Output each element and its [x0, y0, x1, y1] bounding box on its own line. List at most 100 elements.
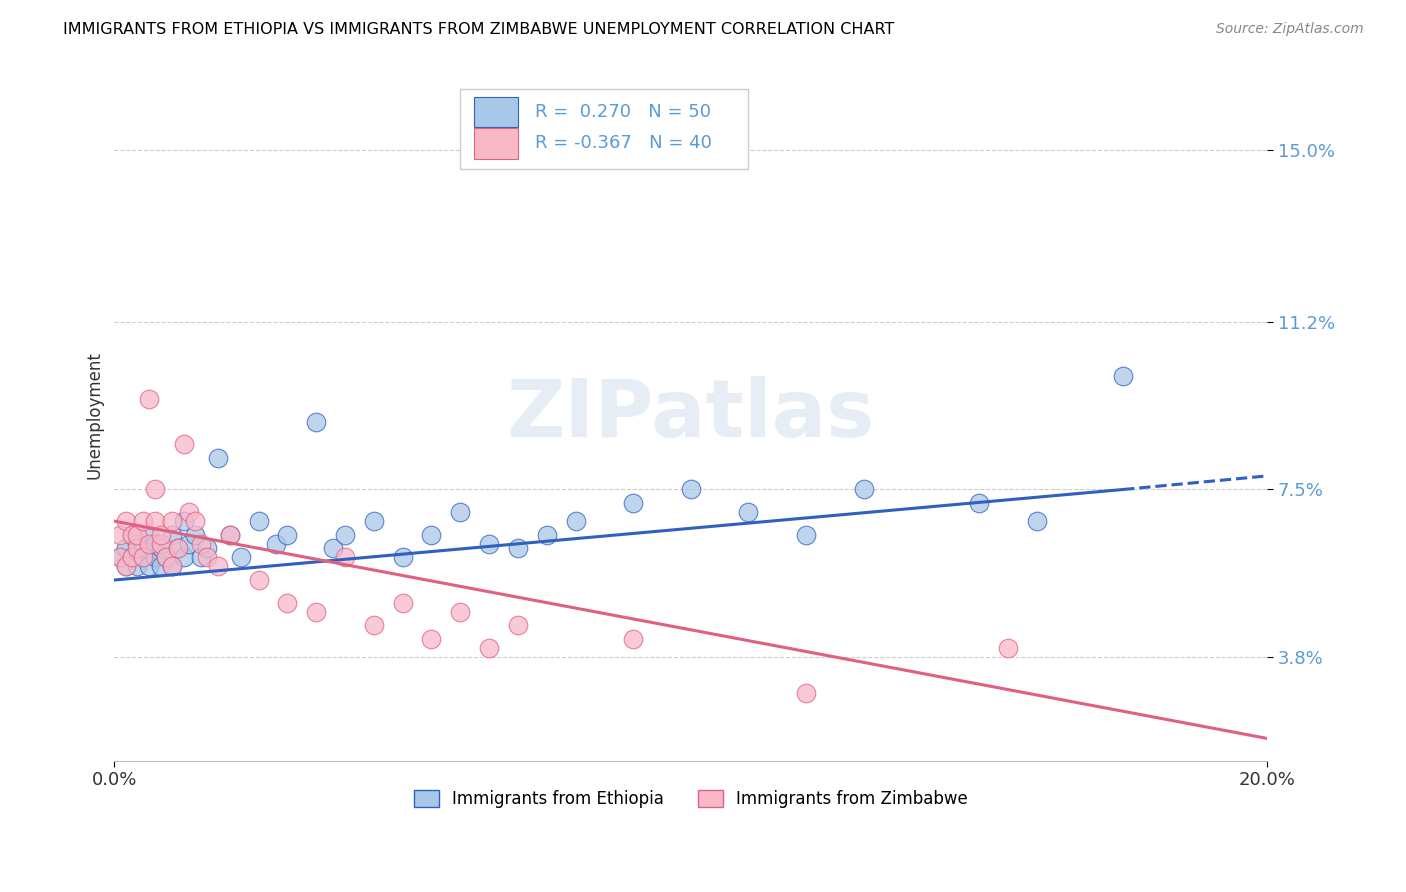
Point: [478, 640, 501, 655]
Legend: Immigrants from Ethiopia, Immigrants from Zimbabwe: Immigrants from Ethiopia, Immigrants fro…: [408, 783, 974, 815]
FancyBboxPatch shape: [474, 97, 517, 128]
Point: [195, 541, 218, 556]
Point: [160, 559, 183, 574]
Point: [737, 505, 759, 519]
Point: [420, 527, 443, 541]
Point: [138, 537, 160, 551]
Point: [794, 686, 817, 700]
Point: [997, 640, 1019, 655]
Point: [115, 559, 138, 574]
Point: [276, 596, 298, 610]
Point: [478, 537, 501, 551]
Y-axis label: Unemployment: Unemployment: [86, 351, 103, 479]
Point: [127, 559, 149, 574]
Point: [143, 514, 166, 528]
Text: Source: ZipAtlas.com: Source: ZipAtlas.com: [1216, 22, 1364, 37]
Point: [1025, 514, 1047, 528]
Point: [333, 527, 356, 541]
Point: [127, 541, 149, 556]
Point: [108, 550, 131, 565]
Point: [132, 514, 155, 528]
Point: [621, 632, 644, 646]
Point: [1112, 369, 1135, 384]
Point: [155, 550, 177, 565]
Point: [391, 596, 413, 610]
Point: [132, 550, 155, 565]
Point: [121, 550, 143, 565]
Point: [143, 537, 166, 551]
Point: [121, 527, 143, 541]
Point: [794, 527, 817, 541]
Point: [564, 514, 586, 528]
Point: [121, 527, 143, 541]
Point: [333, 550, 356, 565]
Point: [115, 541, 138, 556]
Point: [166, 541, 188, 556]
Point: [207, 559, 229, 574]
Point: [305, 415, 328, 429]
Point: [115, 559, 138, 574]
Point: [173, 437, 195, 451]
Point: [231, 550, 253, 565]
Point: [506, 541, 529, 556]
FancyBboxPatch shape: [460, 89, 748, 169]
Point: [184, 514, 207, 528]
Point: [127, 527, 149, 541]
Point: [149, 527, 172, 541]
Point: [173, 514, 195, 528]
Point: [179, 537, 201, 551]
Point: [264, 537, 287, 551]
Text: R = -0.367   N = 40: R = -0.367 N = 40: [536, 134, 711, 152]
Point: [127, 537, 149, 551]
Point: [247, 514, 270, 528]
Point: [363, 514, 385, 528]
Point: [195, 550, 218, 565]
Point: [143, 550, 166, 565]
Point: [322, 541, 344, 556]
Text: IMMIGRANTS FROM ETHIOPIA VS IMMIGRANTS FROM ZIMBABWE UNEMPLOYMENT CORRELATION CH: IMMIGRANTS FROM ETHIOPIA VS IMMIGRANTS F…: [63, 22, 894, 37]
Point: [179, 505, 201, 519]
Point: [149, 559, 172, 574]
Point: [967, 496, 990, 510]
Point: [155, 550, 177, 565]
Point: [449, 605, 471, 619]
Point: [247, 573, 270, 587]
Point: [132, 550, 155, 565]
Point: [184, 527, 207, 541]
Point: [852, 483, 875, 497]
Point: [132, 541, 155, 556]
Point: [121, 550, 143, 565]
Point: [218, 527, 240, 541]
Point: [138, 527, 160, 541]
Point: [138, 392, 160, 406]
Point: [506, 618, 529, 632]
Point: [305, 605, 328, 619]
Point: [363, 618, 385, 632]
Point: [190, 537, 212, 551]
Point: [449, 505, 471, 519]
FancyBboxPatch shape: [474, 128, 517, 159]
Point: [276, 527, 298, 541]
Point: [138, 559, 160, 574]
Point: [536, 527, 558, 541]
Point: [149, 537, 172, 551]
Text: ZIPatlas: ZIPatlas: [506, 376, 875, 454]
Point: [143, 483, 166, 497]
Point: [679, 483, 702, 497]
Point: [160, 559, 183, 574]
Point: [108, 550, 131, 565]
Point: [160, 527, 183, 541]
Point: [420, 632, 443, 646]
Point: [207, 450, 229, 465]
Point: [391, 550, 413, 565]
Point: [218, 527, 240, 541]
Point: [160, 514, 183, 528]
Point: [108, 527, 131, 541]
Point: [149, 541, 172, 556]
Point: [166, 541, 188, 556]
Point: [115, 514, 138, 528]
Point: [173, 550, 195, 565]
Text: R =  0.270   N = 50: R = 0.270 N = 50: [536, 103, 711, 120]
Point: [621, 496, 644, 510]
Point: [190, 550, 212, 565]
